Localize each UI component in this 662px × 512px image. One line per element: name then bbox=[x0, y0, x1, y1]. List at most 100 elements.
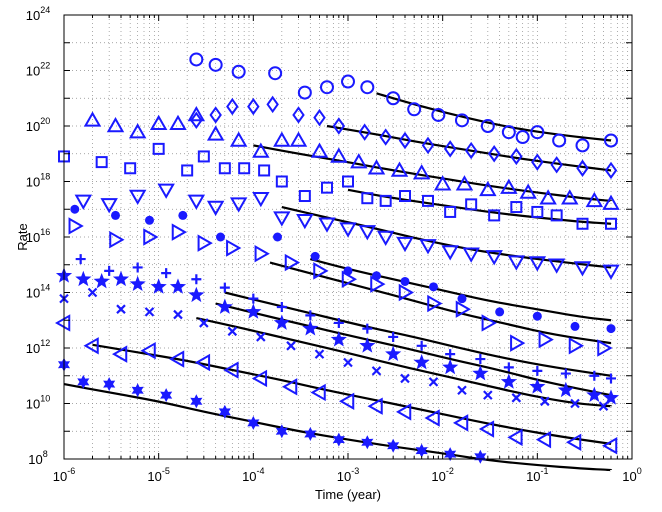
data-point bbox=[273, 211, 291, 227]
y-tick-base: 10 bbox=[26, 175, 40, 190]
data-point bbox=[510, 201, 523, 214]
data-point bbox=[189, 52, 204, 67]
data-point bbox=[173, 309, 183, 320]
series-triangle-right-open bbox=[68, 217, 613, 357]
data-point bbox=[281, 378, 298, 396]
data-point bbox=[370, 275, 386, 293]
data-point bbox=[231, 64, 246, 79]
y-tick-exponent: 14 bbox=[40, 283, 50, 293]
data-point bbox=[480, 119, 495, 133]
data-point bbox=[550, 156, 563, 174]
data-point bbox=[338, 392, 355, 411]
data-point bbox=[413, 354, 430, 370]
data-point bbox=[157, 183, 175, 199]
data-point bbox=[218, 404, 231, 419]
x-tick-exponent: -2 bbox=[446, 466, 454, 476]
data-point bbox=[400, 373, 410, 384]
data-point bbox=[419, 239, 437, 255]
data-point bbox=[464, 141, 478, 160]
data-point bbox=[302, 320, 319, 336]
series-triangle-left-open bbox=[54, 314, 618, 455]
data-point bbox=[83, 111, 102, 127]
data-point bbox=[111, 345, 128, 363]
data-point bbox=[216, 298, 233, 314]
data-point bbox=[573, 261, 592, 277]
x-tick-exponent: -4 bbox=[257, 466, 265, 476]
data-point bbox=[330, 147, 348, 163]
data-point bbox=[557, 381, 574, 398]
data-point bbox=[550, 209, 563, 222]
data-point bbox=[398, 283, 415, 302]
tick-marks bbox=[63, 14, 633, 460]
data-point bbox=[539, 189, 557, 205]
data-point bbox=[495, 307, 505, 317]
x-tick-base: 10 bbox=[526, 469, 540, 484]
data-point bbox=[178, 210, 188, 220]
y-tick-base: 10 bbox=[26, 119, 40, 134]
data-point bbox=[433, 175, 452, 191]
series-square-open bbox=[58, 142, 617, 230]
data-point bbox=[385, 345, 402, 362]
data-point bbox=[465, 198, 478, 211]
data-point bbox=[54, 314, 71, 332]
data-point bbox=[310, 142, 329, 158]
data-point bbox=[341, 270, 358, 288]
data-point bbox=[386, 91, 401, 106]
data-point bbox=[197, 234, 213, 252]
data-point bbox=[188, 286, 205, 303]
data-point bbox=[604, 217, 617, 230]
y-tick-base: 10 bbox=[26, 8, 40, 23]
data-point bbox=[266, 95, 279, 114]
x-tick-label: 10-4 bbox=[242, 466, 264, 484]
data-point bbox=[570, 398, 580, 409]
data-point bbox=[169, 114, 187, 131]
data-point bbox=[341, 74, 355, 89]
data-point bbox=[144, 215, 154, 225]
data-point bbox=[343, 357, 353, 368]
data-point bbox=[535, 430, 552, 449]
data-point bbox=[428, 377, 439, 387]
data-point bbox=[284, 253, 301, 272]
data-point bbox=[454, 113, 469, 128]
data-point bbox=[398, 131, 412, 150]
data-point bbox=[531, 153, 544, 171]
fit-line bbox=[224, 291, 612, 377]
data-point bbox=[87, 287, 98, 298]
data-point bbox=[358, 123, 371, 141]
data-point bbox=[332, 432, 345, 447]
x-tick-exponent: 0 bbox=[637, 466, 642, 476]
data-point bbox=[292, 106, 305, 124]
data-point bbox=[289, 131, 308, 147]
data-point bbox=[472, 365, 489, 381]
data-point bbox=[597, 339, 613, 357]
data-point bbox=[362, 323, 373, 334]
data-point bbox=[219, 282, 230, 293]
data-point bbox=[500, 178, 518, 194]
data-point bbox=[431, 107, 446, 122]
data-point bbox=[479, 180, 497, 197]
data-point bbox=[268, 66, 283, 81]
data-point bbox=[310, 383, 326, 402]
data-point bbox=[602, 264, 620, 280]
x-tick-exponent: -3 bbox=[351, 466, 359, 476]
data-point bbox=[602, 389, 620, 405]
data-point bbox=[478, 420, 495, 438]
fit-line bbox=[326, 124, 612, 172]
y-tick-label: 108 bbox=[28, 449, 47, 467]
y-tick-exponent: 16 bbox=[40, 227, 50, 237]
data-point bbox=[444, 205, 457, 218]
y-tick-base: 10 bbox=[26, 397, 40, 412]
data-point bbox=[532, 365, 543, 376]
x-tick-base: 10 bbox=[622, 469, 636, 484]
y-tick-exponent: 12 bbox=[40, 338, 50, 348]
data-point bbox=[412, 164, 431, 180]
x-tick-exponent: -5 bbox=[162, 466, 170, 476]
data-point bbox=[129, 275, 146, 292]
data-point bbox=[395, 403, 412, 421]
data-point bbox=[227, 326, 238, 337]
data-point bbox=[510, 334, 526, 352]
x-tick-label: 100 bbox=[622, 466, 641, 484]
data-point bbox=[445, 349, 456, 360]
data-point bbox=[187, 105, 206, 122]
